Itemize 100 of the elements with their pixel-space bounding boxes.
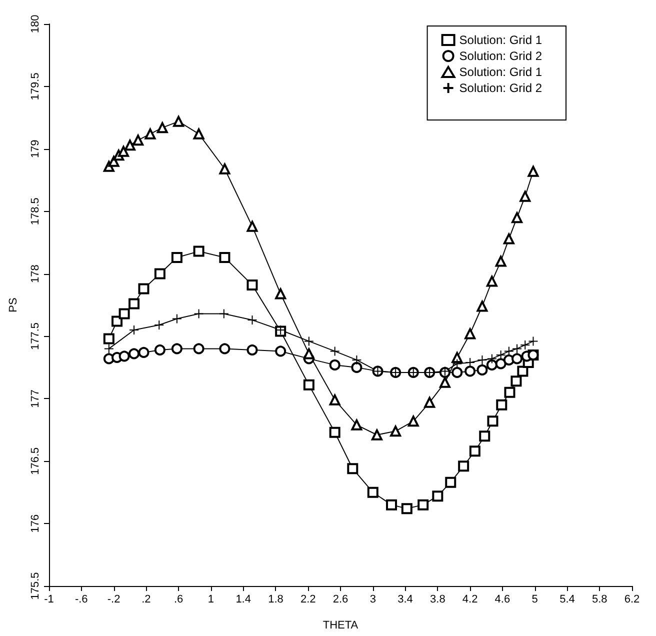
x-tick-label: .6 — [174, 594, 184, 606]
x-tick-label: 1.4 — [236, 594, 251, 606]
point — [510, 376, 522, 387]
point — [517, 366, 528, 377]
point — [303, 379, 314, 390]
x-tick-label: -.6 — [74, 594, 88, 606]
point — [124, 140, 136, 151]
point — [352, 354, 362, 365]
point — [386, 499, 398, 510]
point — [132, 134, 144, 146]
y-axis-title: PS — [8, 298, 20, 312]
point — [520, 340, 530, 350]
y-tick-label: 176.5 — [30, 447, 42, 475]
point — [171, 252, 182, 264]
y-tick-label: 177.5 — [30, 322, 42, 350]
point — [275, 346, 286, 357]
point — [401, 503, 412, 514]
point — [156, 122, 168, 134]
point — [432, 490, 444, 502]
point — [304, 336, 314, 346]
point — [367, 486, 378, 498]
point — [476, 300, 488, 312]
point — [504, 386, 516, 398]
point — [103, 333, 114, 344]
y-tick-label: 178 — [30, 264, 42, 283]
point — [476, 364, 488, 376]
x-tick-label: 3 — [370, 594, 376, 606]
point — [408, 416, 419, 427]
y-tick-label: 178.5 — [30, 198, 42, 226]
point — [452, 352, 463, 363]
x-tick-label: 2.6 — [332, 594, 348, 606]
point — [154, 320, 164, 330]
point — [347, 463, 358, 474]
x-tick-label: 5.4 — [560, 594, 575, 606]
x-tick-label: 5 — [532, 594, 538, 606]
point — [154, 268, 166, 280]
point — [129, 324, 140, 335]
point — [465, 357, 476, 368]
point — [128, 348, 140, 360]
point — [479, 430, 490, 442]
point — [118, 146, 129, 157]
y-tick-label: 176 — [30, 514, 42, 533]
point — [329, 359, 340, 370]
point — [371, 429, 382, 440]
x-tick-label: 5.8 — [592, 594, 608, 606]
point — [246, 344, 258, 356]
y-tick-label: 175.5 — [30, 572, 42, 600]
point — [219, 343, 230, 354]
point — [112, 316, 123, 327]
point — [477, 354, 488, 365]
legend-label: Solution: Grid 1 — [459, 33, 542, 47]
point — [138, 346, 150, 358]
point — [503, 233, 514, 244]
point — [452, 366, 463, 378]
point — [528, 336, 538, 346]
y-tick-label: 177 — [30, 389, 42, 408]
point — [247, 314, 258, 325]
point — [496, 350, 506, 360]
point — [118, 350, 130, 362]
point — [469, 446, 480, 457]
point — [351, 419, 362, 430]
point — [439, 376, 450, 388]
point — [118, 308, 130, 320]
point — [496, 399, 508, 410]
point — [520, 190, 531, 202]
point — [464, 328, 476, 340]
point — [330, 346, 340, 356]
x-tick-label: 1.8 — [268, 594, 284, 606]
point — [194, 308, 204, 319]
x-tick-label: -.2 — [107, 594, 120, 606]
y-tick-label: 180 — [30, 14, 42, 34]
point — [390, 426, 402, 437]
point — [486, 359, 498, 370]
point — [329, 394, 340, 406]
x-axis-title: THETA — [322, 620, 359, 632]
point — [418, 499, 429, 510]
point — [104, 344, 114, 354]
point — [144, 128, 156, 140]
point — [218, 308, 229, 319]
point — [528, 349, 539, 360]
point — [193, 343, 204, 354]
point — [512, 353, 523, 364]
point — [219, 163, 230, 174]
point — [246, 220, 258, 232]
point — [464, 366, 476, 377]
point — [303, 348, 314, 360]
point — [495, 256, 506, 267]
point — [193, 128, 204, 140]
point — [528, 166, 539, 177]
legend-label: Solution: Grid 1 — [459, 65, 542, 79]
point — [512, 212, 523, 224]
point — [351, 362, 362, 373]
point — [512, 344, 522, 354]
x-tick-label: 6.2 — [624, 594, 640, 606]
y-tick-label: 179 — [30, 140, 42, 158]
x-tick-label: -1 — [44, 594, 54, 606]
x-tick-label: 4.2 — [462, 594, 478, 606]
point — [487, 416, 498, 427]
point — [458, 460, 470, 472]
point — [193, 246, 204, 257]
